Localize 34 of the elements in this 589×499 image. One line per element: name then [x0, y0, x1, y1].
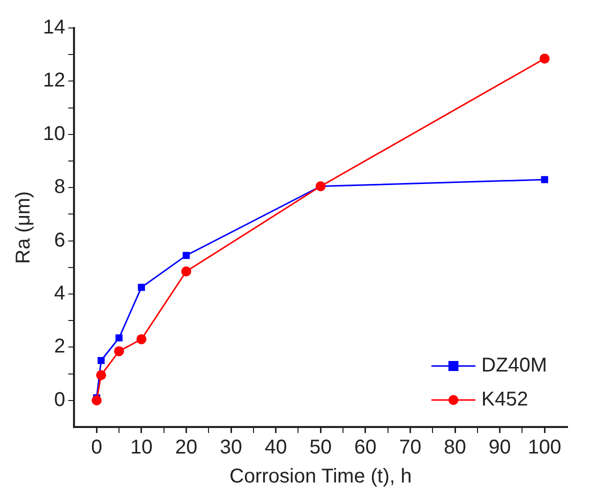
point [96, 370, 106, 380]
point [138, 284, 145, 291]
x-tick-label: 20 [175, 436, 198, 459]
x-tick-label: 80 [444, 436, 466, 459]
y-tick-label: 2 [54, 336, 66, 358]
point [136, 334, 146, 344]
x-tick-label: 10 [130, 436, 153, 459]
x-tick-label: 40 [264, 436, 287, 459]
y-tick-label: 4 [54, 282, 66, 305]
x-tick-label: 90 [488, 436, 511, 459]
y-tick-label: 8 [54, 176, 66, 198]
point [98, 356, 105, 364]
y-tick-label: 0 [54, 388, 66, 411]
point [182, 252, 190, 259]
x-tick-label: 50 [310, 436, 332, 459]
point [116, 334, 123, 342]
y-tick-label: 14 [42, 16, 66, 39]
x-axis-title: Corrosion Time (t), h [229, 466, 412, 488]
x-tick-label: 70 [399, 436, 422, 459]
point [92, 395, 102, 406]
legend-label: DZ40M [481, 354, 548, 377]
point [114, 346, 124, 356]
legend-label: K452 [481, 388, 528, 411]
y-tick-label: 6 [54, 229, 66, 252]
x-tick-label: 30 [220, 436, 242, 459]
y-tick-label: 10 [42, 122, 66, 145]
x-tick-label: 0 [91, 436, 102, 459]
x-tick-label: 100 [528, 436, 562, 459]
point [181, 266, 192, 276]
point [541, 176, 548, 184]
point [540, 54, 550, 64]
y-tick-label: 12 [42, 70, 66, 92]
x-tick-label: 60 [354, 436, 377, 459]
y-axis-title: Ra (μm) [12, 191, 35, 264]
